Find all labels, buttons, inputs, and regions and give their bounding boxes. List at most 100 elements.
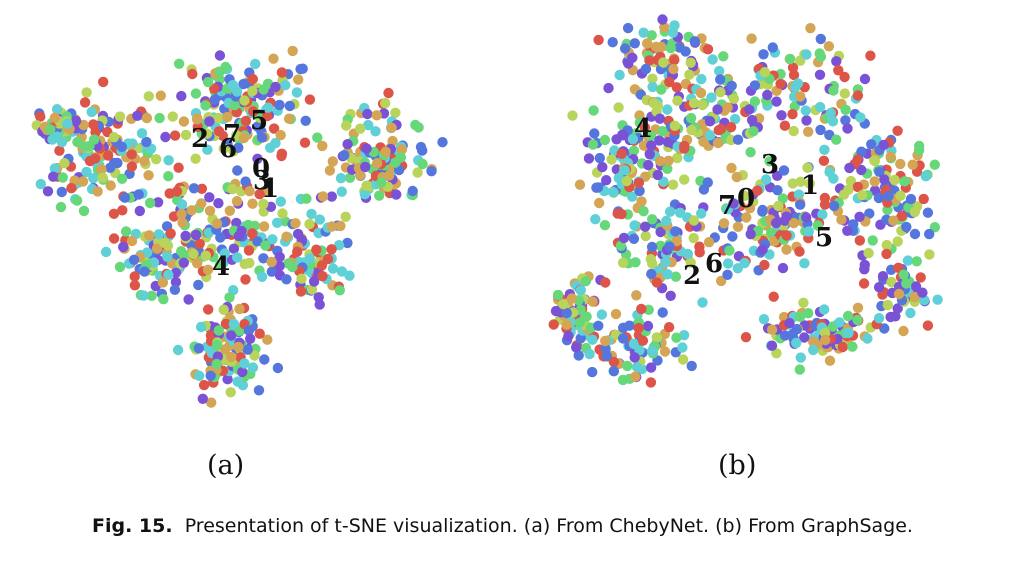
graphsage-point [909, 291, 920, 303]
graphsage-point [608, 356, 620, 368]
chebynet-point [136, 128, 148, 139]
graphsage-point [658, 176, 669, 187]
chebynet-point [138, 290, 149, 301]
chebynet-point [78, 205, 90, 217]
chebynet-point [322, 253, 334, 265]
graphsage-point [597, 161, 608, 173]
graphsage-point [746, 114, 758, 126]
graphsage-point [670, 271, 682, 282]
graphsage-point [558, 299, 569, 310]
chebynet-point [274, 99, 285, 111]
graphsage-point [805, 23, 816, 34]
chebynet-point [231, 86, 243, 97]
graphsage-point [842, 310, 854, 322]
graphsage-point [599, 220, 611, 231]
chebynet-point [211, 218, 223, 229]
graphsage-point [815, 33, 826, 45]
chebynet-point [355, 123, 366, 134]
chebynet-point [281, 274, 292, 285]
chebynet-point [383, 170, 395, 181]
chebynet-point [304, 94, 316, 105]
chebynet-point [209, 94, 221, 105]
graphsage-point [725, 122, 737, 133]
chebynet-point [276, 67, 288, 78]
graphsage-point [771, 96, 782, 107]
chebynet-point [300, 115, 311, 127]
graphsage-point [804, 178, 815, 189]
graphsage-point [795, 352, 806, 363]
graphsage-point [589, 128, 600, 139]
chebynet-point [363, 119, 374, 131]
graphsage-point [892, 236, 903, 247]
graphsage-point [657, 14, 668, 25]
graphsage-point [633, 322, 644, 334]
graphsage-point [643, 159, 654, 171]
graphsage-point [726, 162, 737, 174]
chebynet-point [190, 88, 202, 99]
graphsage-point [909, 228, 921, 240]
graphsage-point [924, 249, 935, 260]
chebynet-point [306, 284, 318, 295]
chebynet-point [256, 271, 268, 282]
graphsage-point [840, 104, 851, 116]
chebynet-point [317, 140, 328, 152]
graphsage-cluster-label-6: 6 [705, 249, 723, 279]
chebynet-point [376, 177, 387, 188]
chebynet-point [88, 173, 99, 184]
graphsage-point [922, 207, 934, 218]
chebynet-point [108, 132, 120, 143]
graphsage-point [886, 276, 897, 288]
graphsage-point [669, 120, 681, 131]
chebynet-point [146, 290, 157, 301]
graphsage-point [873, 192, 885, 204]
graphsage-point [901, 278, 912, 289]
graphsage-point [881, 239, 892, 251]
chebynet-point [327, 263, 339, 274]
graphsage-point [892, 303, 903, 314]
chebynet-point [276, 150, 287, 162]
graphsage-point [831, 134, 842, 145]
chebynet-point [88, 134, 100, 145]
graphsage-point [768, 291, 779, 302]
graphsage-point [634, 185, 645, 197]
chebynet-point [227, 183, 238, 195]
chebynet-point [233, 230, 244, 242]
graphsage-point [852, 154, 863, 165]
graphsage-point [646, 268, 657, 280]
graphsage-point [898, 325, 909, 337]
chebynet-point [204, 116, 215, 127]
chebynet-point [52, 131, 63, 142]
graphsage-point [918, 193, 929, 205]
chebynet-point [129, 271, 140, 282]
graphsage-point [667, 27, 679, 38]
chebynet-point [316, 260, 327, 271]
chebynet-point [275, 196, 286, 207]
chebynet-point [56, 186, 67, 198]
chebynet-point [371, 158, 383, 169]
graphsage-point [656, 41, 667, 53]
chebynet-point [155, 90, 166, 101]
chebynet-point [126, 161, 138, 172]
chebynet-point [163, 171, 174, 182]
chebynet-point [287, 45, 298, 57]
graphsage-point [728, 198, 739, 209]
graphsage-point [657, 126, 668, 137]
graphsage-point [686, 124, 697, 136]
graphsage-point [791, 324, 802, 335]
graphsage-point [740, 332, 752, 343]
chebynet-point [171, 186, 183, 197]
graphsage-point [617, 257, 629, 268]
chebynet-point [126, 149, 137, 160]
graphsage-point [685, 112, 697, 124]
graphsage-point [724, 245, 735, 256]
graphsage-point [660, 257, 671, 268]
chebynet-point [228, 243, 240, 254]
chebynet-point [55, 201, 67, 213]
graphsage-point [896, 211, 907, 222]
graphsage-point [911, 256, 922, 267]
chebynet-point [180, 230, 191, 242]
graphsage-point [611, 134, 622, 145]
graphsage-point [571, 342, 582, 353]
chebynet-point [100, 246, 112, 258]
graphsage-point [697, 99, 708, 111]
